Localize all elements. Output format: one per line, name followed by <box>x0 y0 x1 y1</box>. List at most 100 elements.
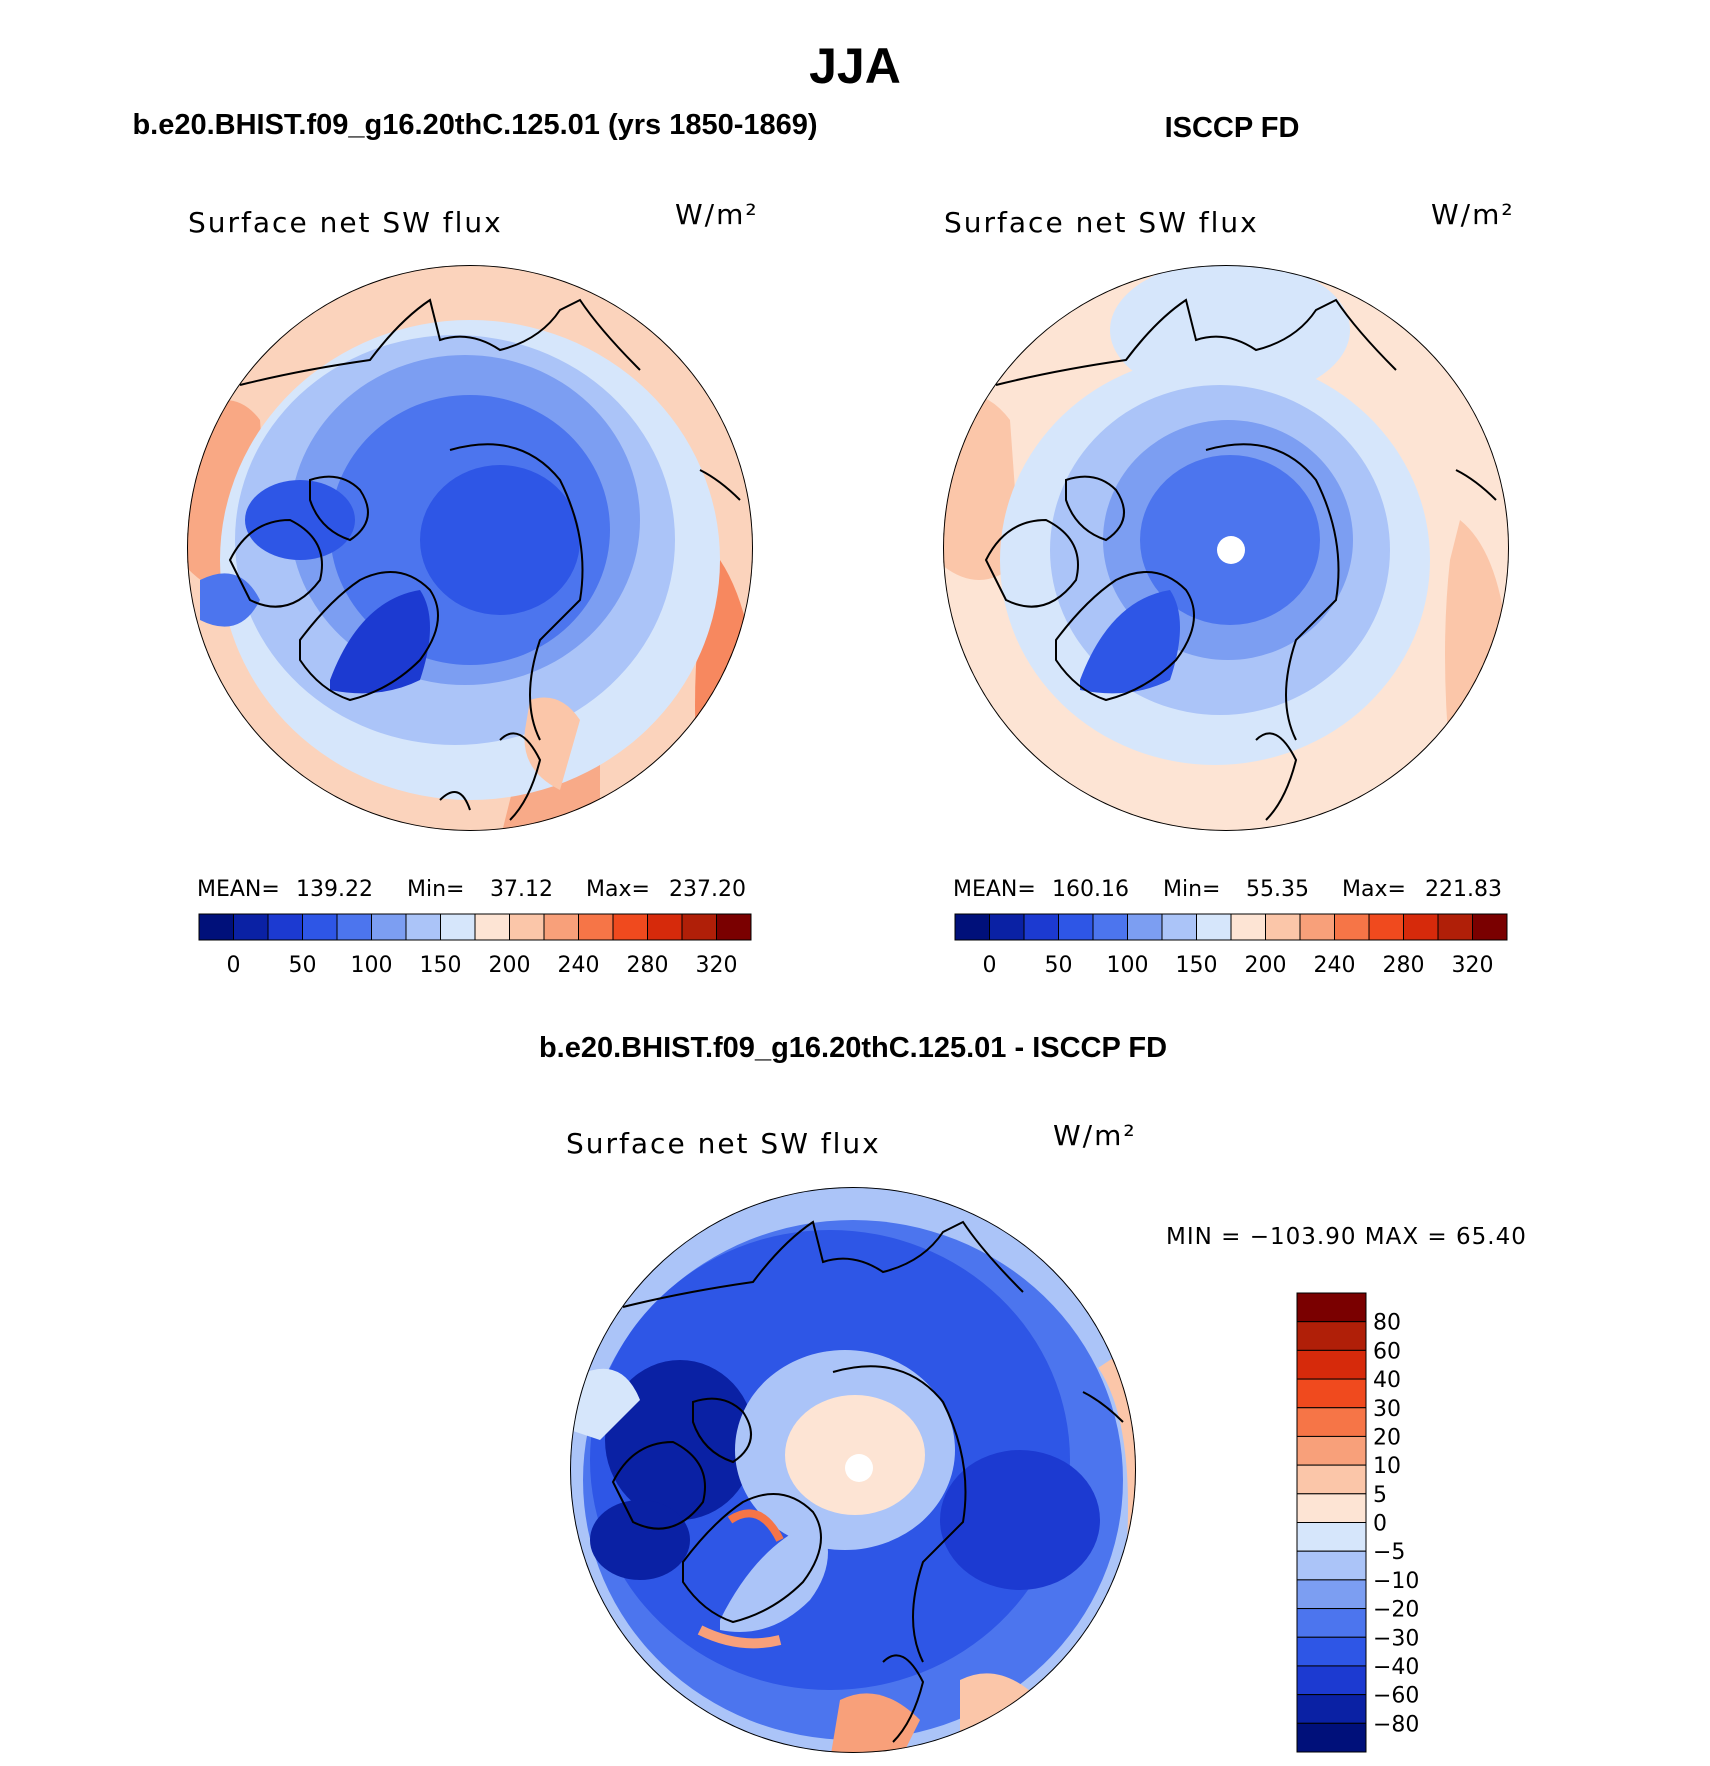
colorbar-swatch <box>1196 913 1232 941</box>
colorbar-swatch <box>1299 913 1335 941</box>
colorbar-tick-label: 60 <box>1373 1339 1401 1364</box>
colorbar-swatch <box>1296 1378 1367 1409</box>
colorbar-tick-label: 150 <box>420 953 462 978</box>
panel-left-title: b.e20.BHIST.f09_g16.20thC.125.01 (yrs 18… <box>132 109 817 141</box>
colorbar-tick-label: 20 <box>1373 1425 1401 1450</box>
colorbar-tick-label: 50 <box>289 953 317 978</box>
colorbar-swatch <box>405 913 441 941</box>
colorbar-swatch <box>647 913 683 941</box>
colorbar-swatch <box>233 913 269 941</box>
map-units: W/m² <box>1431 198 1515 231</box>
colorbar-tick-label: 0 <box>1373 1512 1387 1537</box>
panel-right-title: ISCCP FD <box>1165 112 1300 144</box>
map-variable-title: Surface net SW flux <box>566 1127 881 1160</box>
colorbar-tick-label: 150 <box>1176 953 1218 978</box>
colorbar-tick-label: −20 <box>1373 1598 1419 1623</box>
colorbar-difference: 80 60 40 30 20 10 5 0 −5 −10 −20 −30 −40 −60 −80 <box>1296 1292 1419 1753</box>
colorbar-tick-label: 40 <box>1373 1368 1401 1393</box>
colorbar-swatch <box>1127 913 1163 941</box>
colorbar-swatch <box>1058 913 1094 941</box>
colorbar-tick-label: 320 <box>696 953 738 978</box>
colorbar-tick-label: 240 <box>558 953 600 978</box>
colorbar-tick-label: −40 <box>1373 1655 1419 1680</box>
colorbar-tick-label: 50 <box>1045 953 1073 978</box>
stats-min-max: MIN = −103.90 MAX = 65.40 <box>1166 1224 1527 1250</box>
colorbar-swatch <box>543 913 579 941</box>
colorbar-tick-label: 5 <box>1373 1483 1387 1508</box>
stats-min-label: Min= <box>1163 877 1220 902</box>
stats-max-label: Max= <box>1342 877 1406 902</box>
stats-max-value: 237.20 <box>669 877 746 902</box>
colorbar-swatch <box>716 913 752 941</box>
colorbar-swatch <box>267 913 303 941</box>
stats-mean-value: 139.22 <box>296 877 373 902</box>
stats-mean-label: MEAN= <box>953 877 1036 902</box>
colorbar-swatch <box>509 913 545 941</box>
colorbar-swatch <box>440 913 476 941</box>
colorbar-tick-label: 100 <box>351 953 393 978</box>
stats-mean-value: 160.16 <box>1052 877 1129 902</box>
colorbar-swatch <box>612 913 648 941</box>
stats-min-label: Min= <box>407 877 464 902</box>
colorbar-swatch <box>1334 913 1370 941</box>
colorbar-swatch <box>1296 1435 1367 1466</box>
map-units: W/m² <box>1053 1119 1137 1152</box>
stats-min-value: 55.35 <box>1246 877 1309 902</box>
coastlines <box>984 298 1497 821</box>
colorbar-swatch <box>474 913 510 941</box>
colorbar-tick-label: 240 <box>1314 953 1356 978</box>
colorbar-tick-label: 200 <box>489 953 531 978</box>
colorbar-swatch <box>1296 1292 1367 1323</box>
map-variable-title: Surface net SW flux <box>188 206 503 239</box>
map-panel-difference: Surface net SW flux W/m² MIN = −103.90 M… <box>566 1119 1527 1753</box>
colorbar-swatch <box>1296 1579 1367 1610</box>
map-variable-title: Surface net SW flux <box>944 206 1259 239</box>
colorbar-tick-label: 320 <box>1452 953 1494 978</box>
colorbar-swatch <box>1161 913 1197 941</box>
colorbar-swatch <box>1296 1321 1367 1351</box>
colorbar-swatch <box>681 913 717 941</box>
panel-bottom-title: b.e20.BHIST.f09_g16.20thC.125.01 - ISCCP… <box>539 1032 1167 1064</box>
colorbar-swatch <box>989 913 1025 941</box>
colorbar-swatch <box>1092 913 1128 941</box>
map-panel-isccp: Surface net SW flux W/m² MEAN= 160.16 <box>943 198 1515 978</box>
colorbar-tick-label: 200 <box>1245 953 1287 978</box>
colorbar-tick-label: −10 <box>1373 1569 1419 1594</box>
colorbar-swatch <box>1296 1722 1367 1753</box>
colorbar-tick-label: −5 <box>1373 1540 1405 1565</box>
colorbar-tick-label: 280 <box>1383 953 1425 978</box>
colorbar-tick-label: 10 <box>1373 1454 1401 1479</box>
map-units: W/m² <box>675 198 759 231</box>
colorbar-swatch <box>1296 1608 1367 1638</box>
colorbar-swatch <box>1296 1665 1367 1696</box>
colorbar-swatch <box>1296 1464 1367 1495</box>
stats-mean-label: MEAN= <box>197 877 280 902</box>
colorbar-swatch <box>1368 913 1404 941</box>
colorbar-swatch <box>1296 1550 1367 1581</box>
colorbar-tick-label: −60 <box>1373 1684 1419 1709</box>
colorbar-swatch <box>1296 1522 1367 1552</box>
coastlines <box>228 298 741 821</box>
colorbar-swatch <box>1296 1636 1367 1667</box>
colorbar-swatch <box>1296 1349 1367 1380</box>
coastlines <box>611 1220 1124 1743</box>
colorbar-isccp: 0 50 100 150 200 240 280 320 <box>954 913 1508 978</box>
colorbar-swatch <box>1023 913 1059 941</box>
colorbar-tick-label: 280 <box>627 953 669 978</box>
page-title: JJA <box>809 38 901 94</box>
colorbar-swatch <box>578 913 614 941</box>
colorbar-swatch <box>336 913 372 941</box>
colorbar-swatch <box>1403 913 1439 941</box>
colorbar-tick-label: 30 <box>1373 1397 1401 1422</box>
colorbar-tick-label: 0 <box>227 953 241 978</box>
stats-min-value: 37.12 <box>490 877 553 902</box>
colorbar-model: 0 50 100 150 200 240 280 320 <box>198 913 752 978</box>
colorbar-tick-label: 0 <box>983 953 997 978</box>
colorbar-tick-label: −80 <box>1373 1712 1419 1737</box>
colorbar-swatch <box>198 913 234 941</box>
colorbar-tick-label: −30 <box>1373 1626 1419 1651</box>
colorbar-swatch <box>1296 1493 1367 1523</box>
colorbar-swatch <box>1437 913 1473 941</box>
colorbar-swatch <box>1472 913 1508 941</box>
